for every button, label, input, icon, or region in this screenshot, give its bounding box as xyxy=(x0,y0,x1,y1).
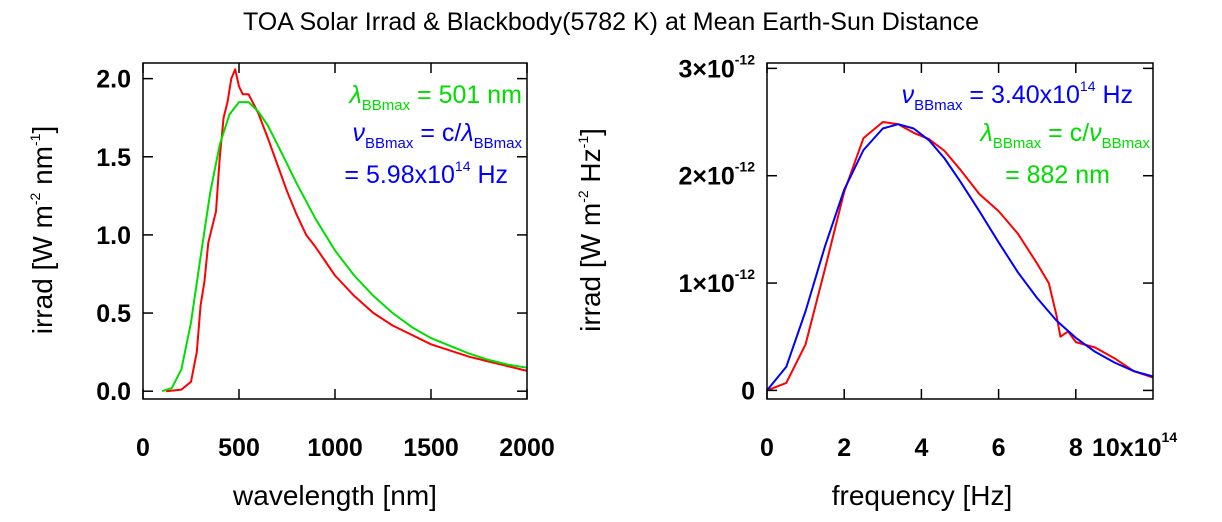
right-y-tick-label: 1×10-12 xyxy=(678,266,755,298)
right-x-multiplier: 10x1014 xyxy=(1092,429,1177,462)
left-y-tick-label: 1.0 xyxy=(96,222,131,250)
right-x-tick-label: 6 xyxy=(992,434,1006,462)
right-y-tick-label: 0 xyxy=(741,377,755,405)
right-y-ticks: 0 1×10-12 2×10-12 3×10-12 xyxy=(678,51,1153,405)
left-x-tick-label: 0 xyxy=(136,434,150,462)
left-y-tick-label: 2.0 xyxy=(96,66,131,94)
right-x-ticks: 0 2 4 6 8 xyxy=(760,63,1083,462)
left-x-ticks: 0 500 1000 1500 2000 xyxy=(136,63,555,462)
right-x-tick-label: 0 xyxy=(760,434,774,462)
left-panel: 0 500 1000 1500 2000 0.0 0.5 1.0 1.5 2.0 wavelen… xyxy=(27,62,555,511)
left-y-tick-label: 1.5 xyxy=(96,144,131,172)
right-plot-frame xyxy=(766,62,1154,400)
right-annotation-lambda-max: λBBmax = c/νBBmax xyxy=(979,119,1151,152)
right-series-group xyxy=(766,121,1154,392)
right-x-tick-label: 2 xyxy=(837,434,851,462)
left-annotation-lambda-max: λBBmax = 501 nm xyxy=(347,81,522,114)
right-x-axis-label: frequency [Hz] xyxy=(832,480,1013,511)
right-panel: 0 2 4 6 8 0 1×10-12 2×10-12 3×10-12 10x1014 fre… xyxy=(575,51,1177,511)
left-y-ticks: 0.0 0.5 1.0 1.5 2.0 xyxy=(96,66,527,406)
right-x-tick-label: 8 xyxy=(1069,434,1083,462)
left-x-tick-label: 1500 xyxy=(403,434,459,462)
right-y-tick-label: 2×10-12 xyxy=(678,159,755,191)
left-series-line-1 xyxy=(161,101,528,393)
chart-title: TOA Solar Irrad & Blackbody(5782 K) at M… xyxy=(243,8,979,36)
right-annotation-nu-max: νBBmax = 3.40x1014 Hz xyxy=(902,78,1133,114)
left-x-tick-label: 1000 xyxy=(307,434,363,462)
right-y-tick-label: 3×10-12 xyxy=(678,51,755,83)
right-annotation-lambda-value: = 882 nm xyxy=(1005,161,1110,189)
left-series-group xyxy=(161,68,528,393)
left-annotation-nu-max: νBBmax = c/λBBmax xyxy=(353,119,523,152)
right-series-line-1 xyxy=(766,123,1154,392)
left-x-axis-label: wavelength [nm] xyxy=(232,480,437,511)
left-plot-frame xyxy=(142,62,528,400)
left-annotation-nu-value: = 5.98x1014 Hz xyxy=(344,158,508,189)
right-y-axis-label: irrad [W m-2 Hz-1] xyxy=(575,128,606,332)
left-x-tick-label: 2000 xyxy=(499,434,555,462)
right-x-tick-label: 4 xyxy=(914,434,928,462)
left-y-axis-label: irrad [W m-2 nm-1] xyxy=(27,126,58,334)
left-y-tick-label: 0.0 xyxy=(96,378,131,406)
left-x-tick-label: 500 xyxy=(218,434,260,462)
left-series-line-0 xyxy=(165,68,528,393)
left-y-tick-label: 0.5 xyxy=(96,300,131,328)
